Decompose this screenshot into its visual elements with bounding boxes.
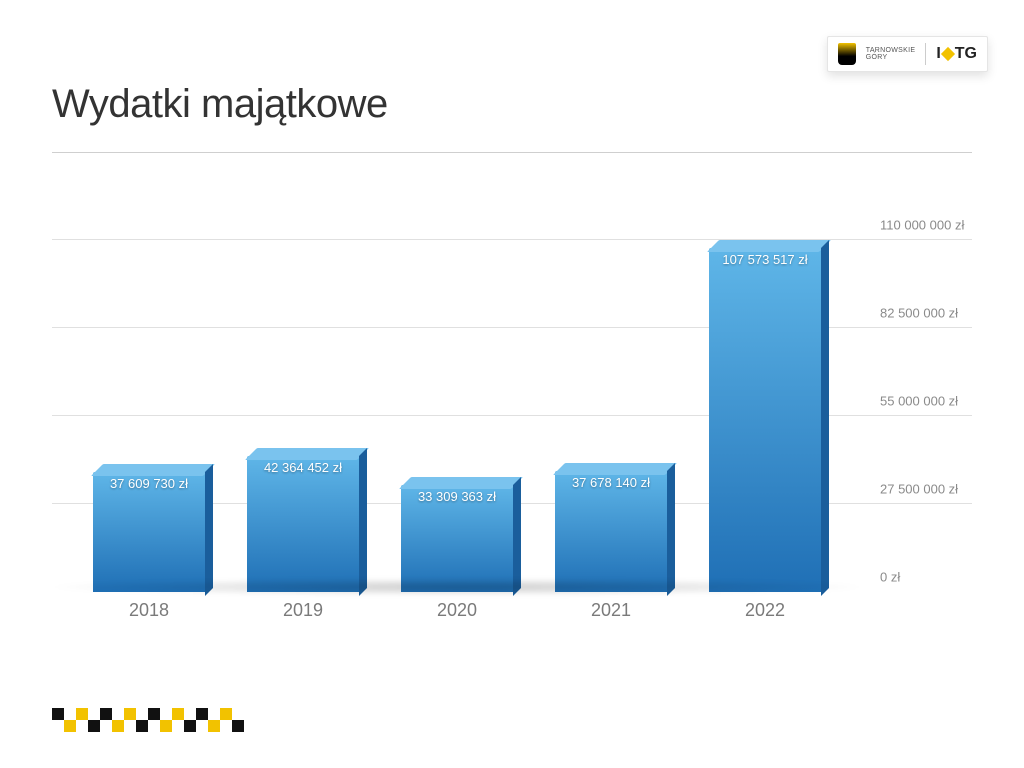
- bar-value-label: 33 309 363 zł: [401, 489, 513, 504]
- checker-cell: [160, 720, 172, 732]
- bar-slot: 33 309 363 zł: [382, 485, 532, 592]
- checker-cell: [136, 708, 148, 720]
- bar: 37 609 730 zł: [93, 472, 205, 592]
- page-title: Wydatki majątkowe: [52, 82, 388, 127]
- bar-value-label: 37 609 730 zł: [93, 476, 205, 491]
- bar-slot: 37 678 140 zł: [536, 471, 686, 592]
- logo-brand-suffix: TG: [955, 45, 977, 63]
- x-axis-label: 2020: [382, 592, 532, 632]
- checker-cell: [184, 720, 196, 732]
- bar: 37 678 140 zł: [555, 471, 667, 592]
- checker-cell: [196, 708, 208, 720]
- bar-top-face: [707, 240, 831, 252]
- bar: 33 309 363 zł: [401, 485, 513, 592]
- logo-badge: TARNOWSKIE GÓRY I TG: [827, 36, 988, 72]
- checker-cell: [64, 708, 76, 720]
- checker-cell: [124, 708, 136, 720]
- bar-value-label: 37 678 140 zł: [555, 475, 667, 490]
- y-tick-label: 27 500 000 zł: [872, 482, 972, 497]
- checker-decoration: [52, 708, 244, 732]
- chart: 0 zł27 500 000 zł55 000 000 zł82 500 000…: [52, 240, 862, 632]
- y-tick-label: 0 zł: [872, 570, 972, 585]
- crest-icon: [838, 43, 856, 65]
- bar: 42 364 452 zł: [247, 456, 359, 592]
- bar-side-face: [667, 463, 675, 596]
- checker-cell: [220, 708, 232, 720]
- checker-cell: [196, 720, 208, 732]
- page-root: TARNOWSKIE GÓRY I TG Wydatki majątkowe 0…: [0, 0, 1024, 768]
- checker-cell: [64, 720, 76, 732]
- bar-front-face: [709, 248, 821, 592]
- bar-top-face: [553, 463, 677, 475]
- logo-text-line2: GÓRY: [866, 54, 916, 61]
- title-rule: [52, 152, 972, 153]
- diamond-icon: [941, 47, 955, 61]
- y-tick-label: 55 000 000 zł: [872, 394, 972, 409]
- checker-cell: [52, 708, 64, 720]
- bars-group: 37 609 730 zł 42 364 452 zł 33 309 363 zł 3…: [52, 240, 862, 592]
- bar-slot: 37 609 730 zł: [74, 472, 224, 592]
- checker-cell: [232, 720, 244, 732]
- bar-top-face: [245, 448, 369, 460]
- plot-area: 0 zł27 500 000 zł55 000 000 zł82 500 000…: [52, 240, 862, 592]
- y-tick-label: 110 000 000 zł: [872, 218, 972, 233]
- bar-top-face: [399, 477, 523, 489]
- checker-cell: [124, 720, 136, 732]
- checker-cell: [220, 720, 232, 732]
- bar-value-label: 107 573 517 zł: [709, 252, 821, 267]
- checker-cell: [112, 708, 124, 720]
- checker-cell: [52, 720, 64, 732]
- checker-cell: [112, 720, 124, 732]
- checker-cell: [160, 708, 172, 720]
- x-axis-label: 2018: [74, 592, 224, 632]
- checker-cell: [208, 708, 220, 720]
- logo-crest-text: TARNOWSKIE GÓRY: [866, 47, 916, 61]
- checker-cell: [184, 708, 196, 720]
- x-axis-label: 2021: [536, 592, 686, 632]
- bar: 107 573 517 zł: [709, 248, 821, 592]
- bar-slot: 42 364 452 zł: [228, 456, 378, 592]
- bar-side-face: [205, 464, 213, 596]
- checker-cell: [76, 708, 88, 720]
- checker-cell: [88, 720, 100, 732]
- x-axis-label: 2022: [690, 592, 840, 632]
- bar-top-face: [91, 464, 215, 476]
- logo-divider: [925, 43, 926, 65]
- checker-cell: [76, 720, 88, 732]
- checker-cell: [88, 708, 100, 720]
- x-axis-label: 2019: [228, 592, 378, 632]
- checker-cell: [148, 720, 160, 732]
- checker-cell: [232, 708, 244, 720]
- bar-value-label: 42 364 452 zł: [247, 460, 359, 475]
- logo-text-line1: TARNOWSKIE: [866, 47, 916, 54]
- y-tick-label: 82 500 000 zł: [872, 306, 972, 321]
- bar-side-face: [359, 448, 367, 596]
- bar-slot: 107 573 517 zł: [690, 248, 840, 592]
- x-axis-labels: 20182019202020212022: [52, 592, 862, 632]
- checker-cell: [136, 720, 148, 732]
- chart-container: 0 zł 27 500 000 zł 55 000 000 zł 82 500 000…: [52, 240, 972, 660]
- checker-cell: [172, 708, 184, 720]
- logo-brand: I TG: [936, 45, 977, 63]
- checker-cell: [208, 720, 220, 732]
- bar-side-face: [821, 240, 829, 596]
- checker-cell: [100, 708, 112, 720]
- checker-cell: [172, 720, 184, 732]
- checker-cell: [148, 708, 160, 720]
- checker-cell: [100, 720, 112, 732]
- bar-front-face: [247, 456, 359, 592]
